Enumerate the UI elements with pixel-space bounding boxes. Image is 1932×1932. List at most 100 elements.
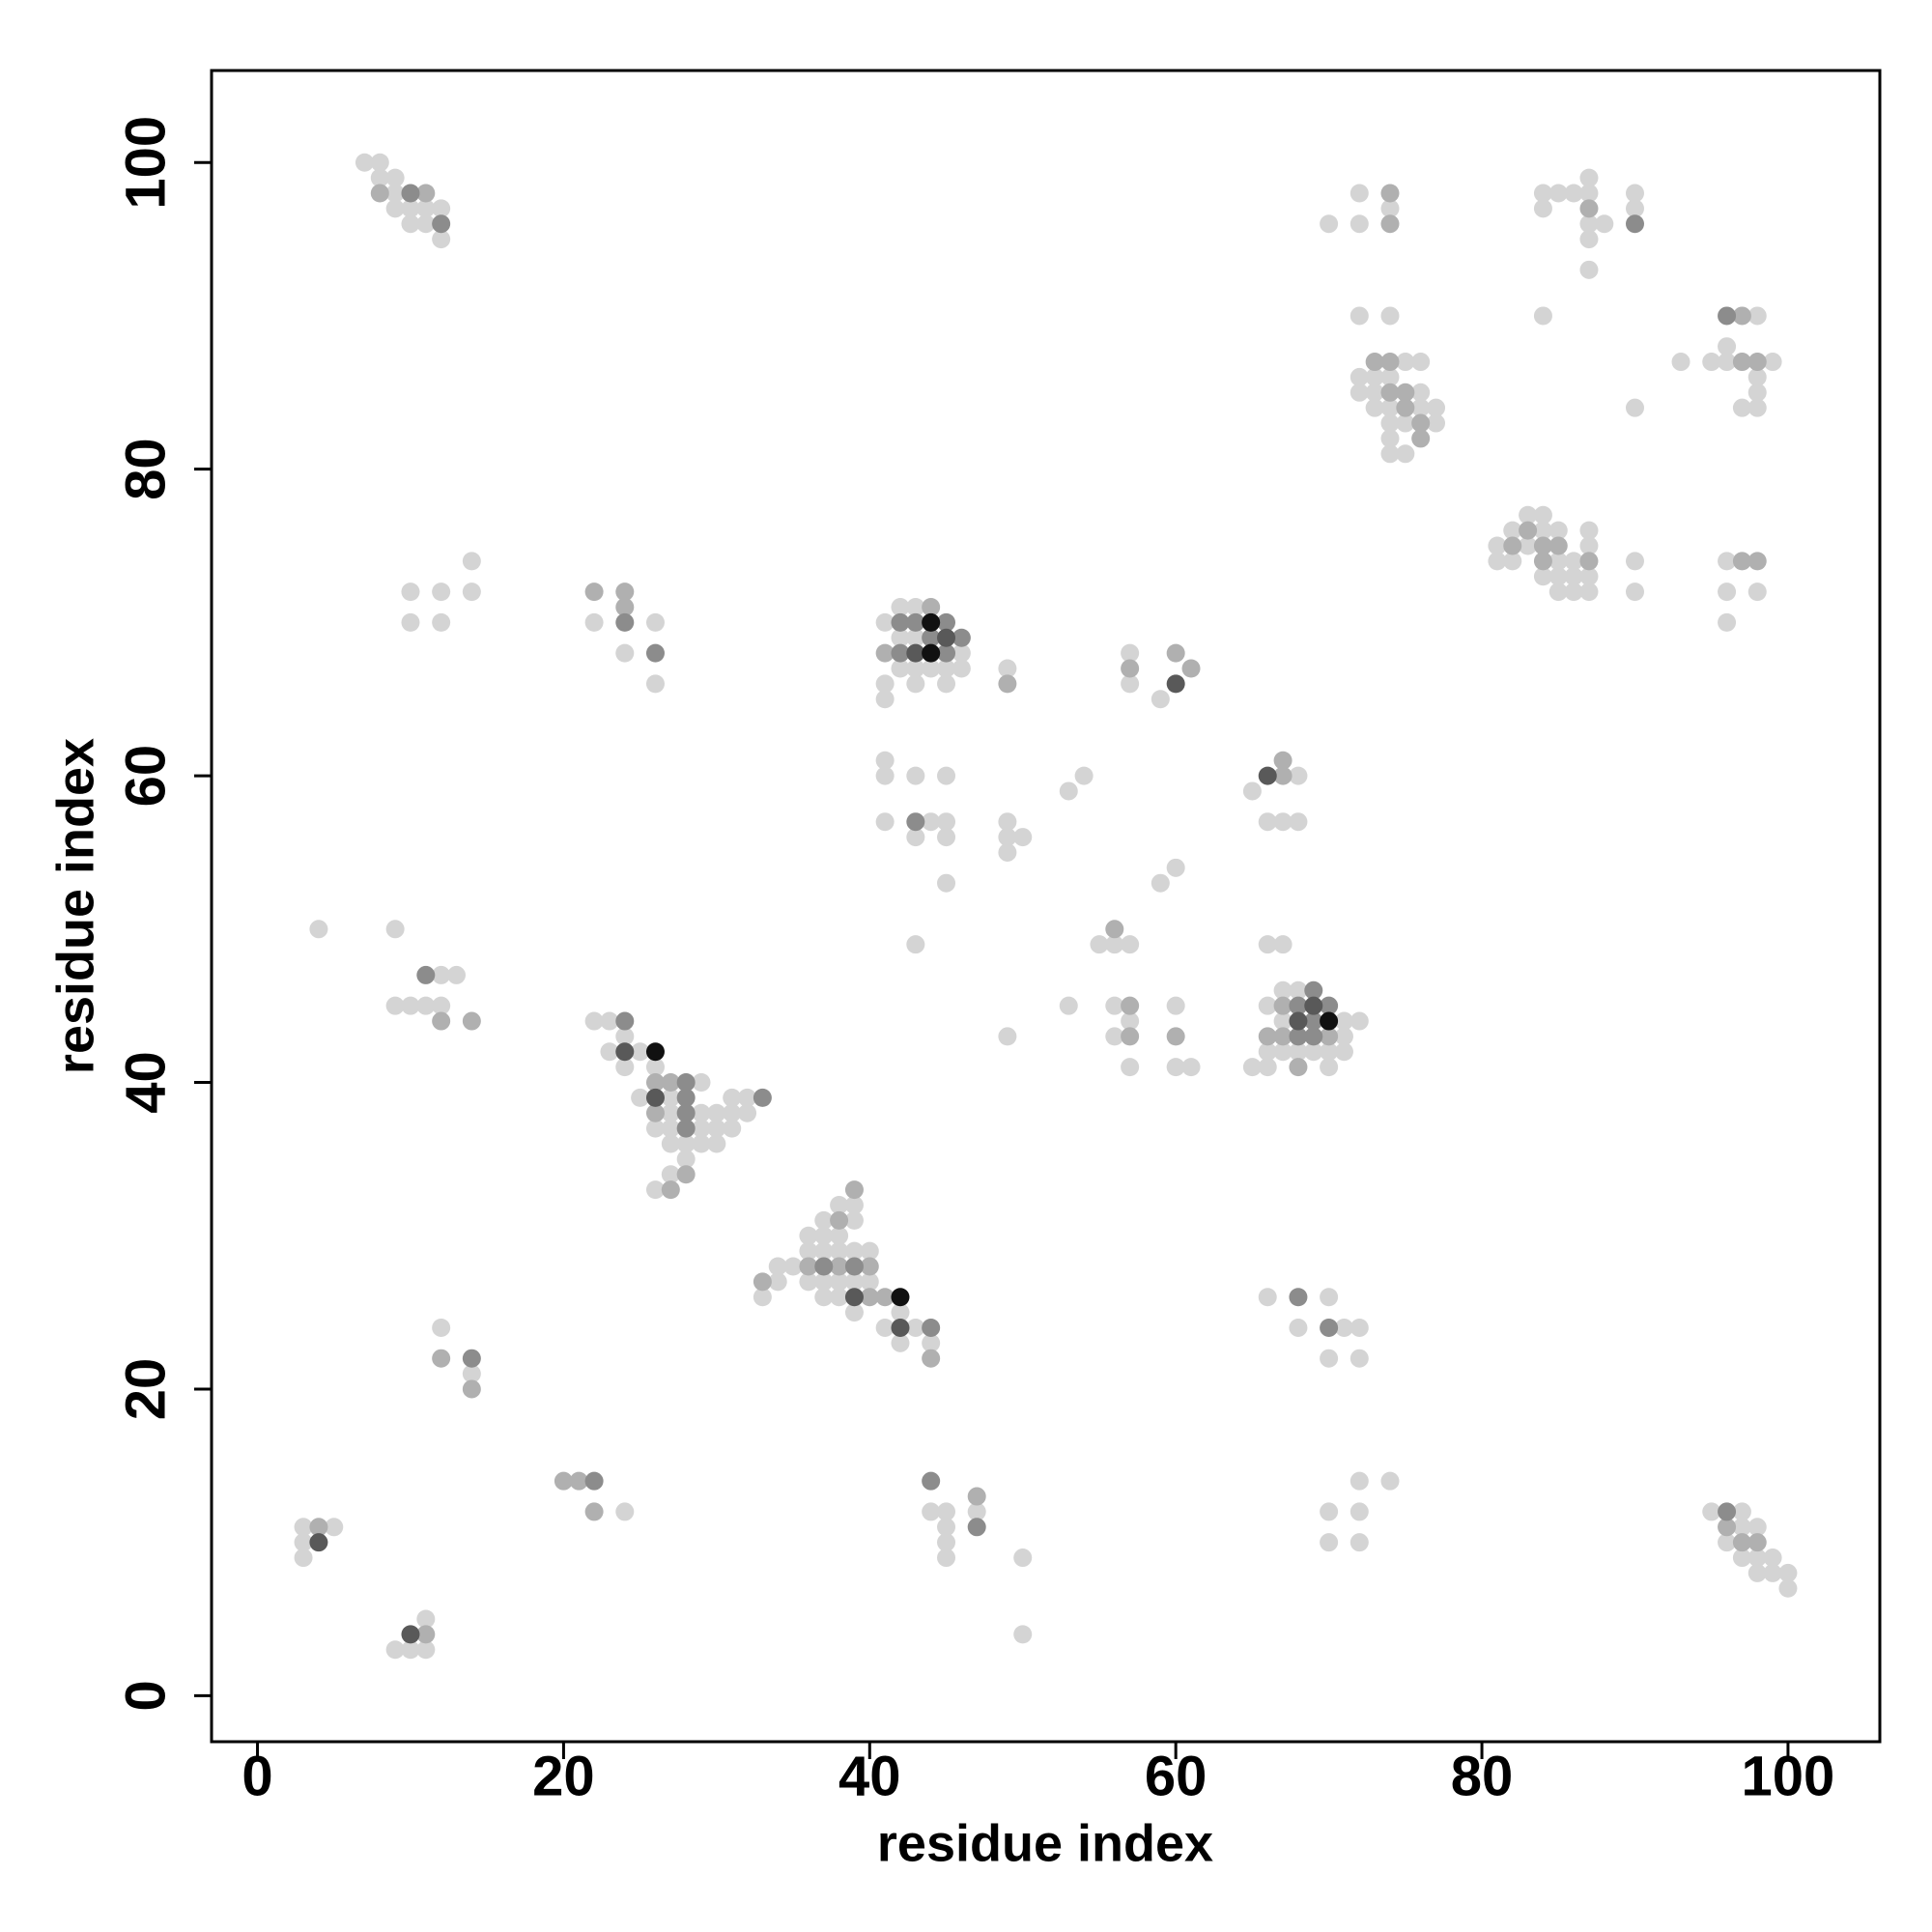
contact-point <box>600 1042 619 1062</box>
contact-point <box>401 1625 420 1644</box>
contact-point <box>462 552 481 571</box>
contact-point <box>1625 398 1644 417</box>
contact-point <box>1533 306 1552 326</box>
contact-point <box>922 1333 941 1352</box>
contact-point <box>1320 1349 1339 1368</box>
contact-point <box>1411 398 1431 417</box>
contact-point <box>432 1011 451 1031</box>
contact-point <box>1732 1518 1751 1537</box>
contact-point <box>661 1119 680 1138</box>
contact-point <box>1503 552 1522 571</box>
contact-point <box>692 1073 711 1093</box>
contact-point <box>1411 429 1431 448</box>
contact-point <box>906 674 925 694</box>
contact-point <box>416 996 436 1015</box>
contact-point <box>844 1195 864 1214</box>
contact-point <box>753 1288 772 1307</box>
contact-point <box>615 1042 635 1062</box>
contact-point <box>1258 996 1277 1015</box>
contact-point <box>416 1609 436 1629</box>
contact-point <box>1320 1502 1339 1521</box>
contact-point <box>1718 552 1737 571</box>
y-tick-label: 20 <box>114 1358 177 1421</box>
contact-point <box>1718 1518 1737 1537</box>
contact-point <box>385 184 405 203</box>
contact-point <box>1625 582 1644 602</box>
contact-point <box>844 1288 864 1307</box>
contact-point <box>1013 1548 1033 1568</box>
contact-point <box>830 1210 849 1230</box>
contact-point <box>1334 1027 1353 1046</box>
contact-point <box>432 965 451 984</box>
contact-point <box>723 1119 742 1138</box>
contact-point <box>1411 413 1431 433</box>
contact-point <box>1121 659 1140 678</box>
contact-point <box>401 1640 420 1660</box>
contact-point <box>1732 552 1751 571</box>
contact-point <box>615 1058 635 1077</box>
contact-point <box>1289 980 1308 1000</box>
contact-point <box>1519 521 1538 540</box>
contact-point <box>355 153 374 172</box>
contact-point <box>1334 1011 1353 1031</box>
y-tick-label: 100 <box>114 116 177 210</box>
contact-point <box>1533 552 1552 571</box>
contact-point <box>799 1272 818 1292</box>
contact-point <box>1380 444 1400 464</box>
contact-point <box>1166 674 1185 694</box>
contact-point <box>1579 567 1599 586</box>
contact-point <box>631 1042 650 1062</box>
contact-point <box>584 612 604 632</box>
contact-point <box>1013 828 1033 847</box>
contact-point <box>1289 1042 1308 1062</box>
contact-point <box>432 1349 451 1368</box>
contact-point <box>401 199 420 218</box>
contact-point <box>1778 1578 1798 1598</box>
contact-point <box>922 1471 941 1491</box>
contact-point <box>1671 353 1690 372</box>
contact-point <box>1320 1042 1339 1062</box>
contact-point <box>692 1119 711 1138</box>
contact-point <box>1334 1318 1353 1337</box>
contact-point <box>600 1011 619 1031</box>
contact-point <box>416 184 436 203</box>
contact-point <box>1273 766 1293 785</box>
contact-point <box>1548 552 1568 571</box>
contact-point <box>1427 398 1446 417</box>
contact-point <box>1090 935 1109 954</box>
contact-point <box>1380 306 1400 326</box>
contact-point <box>615 643 635 663</box>
contact-point <box>1121 643 1140 663</box>
contact-point <box>1350 1533 1369 1552</box>
contact-point <box>844 1210 864 1230</box>
contact-point <box>1350 1471 1369 1491</box>
contact-point <box>1320 1288 1339 1307</box>
contact-point <box>370 153 389 172</box>
contact-point <box>1747 383 1767 402</box>
contact-point <box>875 643 895 663</box>
contact-point <box>814 1272 834 1292</box>
contact-point <box>1548 567 1568 586</box>
contact-point <box>1121 1058 1140 1077</box>
contact-point <box>1350 306 1369 326</box>
contact-point <box>1747 552 1767 571</box>
contact-point <box>462 1364 481 1383</box>
contact-point <box>432 582 451 602</box>
contact-point <box>615 612 635 632</box>
contact-point <box>1350 383 1369 402</box>
contact-point <box>432 612 451 632</box>
contact-point <box>1763 353 1782 372</box>
contact-point <box>1747 306 1767 326</box>
contact-point <box>1548 582 1568 602</box>
contact-point <box>1579 230 1599 249</box>
contact-point <box>615 1502 635 1521</box>
contact-point <box>1503 521 1522 540</box>
contact-point <box>1121 996 1140 1015</box>
contact-point <box>1289 996 1308 1015</box>
contact-point <box>1579 214 1599 234</box>
contact-point <box>1533 521 1552 540</box>
contact-point <box>906 598 925 617</box>
contact-point <box>1778 1563 1798 1582</box>
contact-point <box>1304 1027 1323 1046</box>
